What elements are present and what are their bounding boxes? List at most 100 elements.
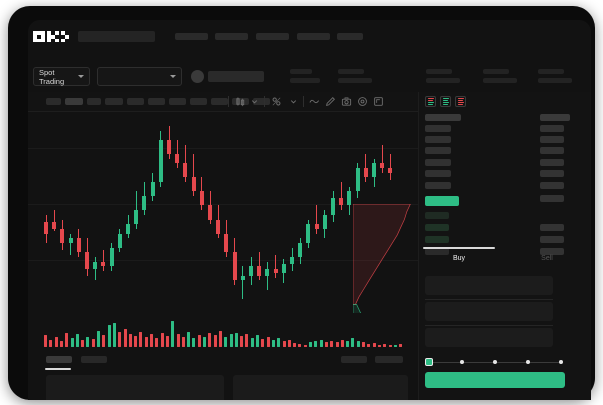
interval-pill-7[interactable] (169, 98, 186, 105)
bottom-panel-left[interactable] (46, 375, 224, 400)
volume-bar (49, 339, 53, 347)
interval-pill-2[interactable] (65, 98, 83, 105)
orders-action-2[interactable] (375, 356, 403, 363)
candle-wick (135, 191, 137, 229)
volume-bar (367, 343, 371, 347)
slider-step-dot[interactable] (526, 359, 530, 364)
candle-body (363, 168, 368, 178)
interval-pill-1[interactable] (46, 98, 61, 105)
header-nav-item-5[interactable] (337, 33, 363, 40)
interval-pill-9[interactable] (211, 98, 228, 105)
candle-wick (381, 144, 383, 173)
line-style-icon[interactable] (309, 96, 320, 107)
orderbook-both-icon[interactable] (425, 96, 436, 107)
candlestick (85, 112, 90, 313)
orderbook-right-row[interactable] (540, 182, 564, 189)
orderbook-ask-row[interactable] (425, 136, 451, 143)
orderbook-bid-row[interactable] (425, 212, 449, 219)
device-frame: Spot Trading (8, 6, 595, 400)
interval-pill-6[interactable] (148, 98, 165, 105)
header-nav-item-4[interactable] (297, 33, 330, 40)
orderbook-right-row[interactable] (540, 195, 564, 202)
orders-action-1[interactable] (341, 356, 367, 363)
interval-pill-11[interactable] (253, 98, 270, 105)
candlestick (134, 112, 139, 313)
indicators-icon[interactable] (271, 96, 282, 107)
toolbar-divider-2 (264, 96, 265, 107)
snapshot-camera-icon[interactable] (341, 96, 352, 107)
orderbook-bid-row[interactable] (425, 224, 449, 231)
volume-bar (112, 323, 116, 347)
volume-bar (372, 342, 376, 347)
price-field[interactable] (425, 276, 553, 295)
tab-buy[interactable]: Buy (452, 255, 466, 262)
volume-bar (181, 336, 185, 347)
price-chart[interactable] (28, 112, 418, 400)
orderbook-right-row[interactable] (540, 248, 564, 255)
orderbook-last-price-row[interactable] (425, 196, 459, 206)
chart-settings-icon[interactable] (357, 96, 368, 107)
orderbook-right-row[interactable] (540, 224, 564, 231)
interval-pill-4[interactable] (105, 98, 123, 105)
volume-bar (287, 339, 291, 347)
stat-4-value (483, 78, 517, 83)
stat-5-label (538, 69, 564, 74)
form-divider (425, 325, 553, 326)
orderbook-ask-row[interactable] (425, 170, 451, 177)
candle-body (388, 168, 393, 173)
candlestick-type-icon[interactable] (235, 96, 246, 107)
orderbook-bids-icon[interactable] (440, 96, 451, 107)
orderbook-asks-icon[interactable] (455, 96, 466, 107)
interval-pill-8[interactable] (190, 98, 207, 105)
candle-body (44, 221, 48, 234)
amount-slider[interactable] (425, 358, 565, 367)
interval-pill-3[interactable] (87, 98, 101, 105)
drawing-pencil-icon[interactable] (325, 96, 336, 107)
app-screen: Spot Trading (28, 20, 591, 400)
orderbook-ask-row[interactable] (425, 159, 451, 166)
orderbook-bid-row[interactable] (425, 248, 449, 255)
header-search-box[interactable] (78, 31, 155, 42)
orders-tab-2[interactable] (81, 356, 107, 363)
market-type-select[interactable]: Spot Trading (33, 67, 90, 86)
slider-step-dot[interactable] (460, 359, 464, 364)
interval-pill-10[interactable] (232, 98, 249, 105)
volume-bar (203, 337, 206, 347)
submit-buy-button[interactable] (425, 372, 565, 388)
orderbook-right-row[interactable] (540, 136, 564, 143)
amount-field[interactable] (425, 302, 553, 321)
slider-step-dot[interactable] (559, 359, 563, 364)
orderbook-ask-row[interactable] (425, 125, 451, 132)
fullscreen-icon[interactable] (373, 96, 384, 107)
slider-step-dot[interactable] (493, 359, 497, 364)
candlestick (224, 112, 229, 313)
orderbook-ask-row[interactable] (425, 182, 451, 189)
header-nav-item-2[interactable] (215, 33, 248, 40)
orderbook-right-row[interactable] (540, 125, 564, 132)
volume-bar (245, 334, 249, 347)
okx-logo[interactable] (33, 31, 69, 42)
header-nav-item-1[interactable] (175, 33, 208, 40)
candle-body (142, 196, 147, 211)
chevron-down-icon[interactable] (288, 96, 299, 107)
candlestick (117, 112, 123, 313)
stat-1-value (290, 78, 320, 83)
bottom-panel-right[interactable] (233, 375, 408, 400)
orderbook-right-row[interactable] (540, 159, 564, 166)
tab-sell[interactable]: Sell (541, 255, 553, 262)
toolbar-divider-3 (303, 96, 304, 107)
slider-handle[interactable] (425, 358, 433, 366)
orders-tab-1[interactable] (46, 356, 72, 363)
total-field[interactable] (425, 328, 553, 347)
orderbook-ask-row[interactable] (425, 147, 451, 154)
orderbook-right-row[interactable] (540, 236, 564, 243)
candle-body (331, 198, 335, 215)
interval-pill-5[interactable] (127, 98, 144, 105)
orderbook-right-row[interactable] (540, 147, 564, 154)
orderbook-bid-row[interactable] (425, 236, 449, 243)
orderbook-right-row[interactable] (540, 170, 564, 177)
candlestick (306, 112, 311, 313)
trading-pair-select[interactable] (97, 67, 182, 86)
header-nav-item-3[interactable] (256, 33, 289, 40)
chevron-down-icon[interactable] (249, 96, 260, 107)
